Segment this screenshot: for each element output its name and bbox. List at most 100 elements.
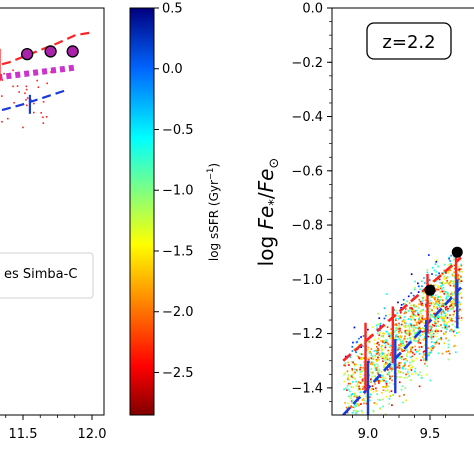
right-scatter-point (444, 291, 447, 293)
right-scatter-point (407, 368, 409, 371)
right-scatter-point (458, 304, 460, 306)
right-scatter-point (347, 361, 349, 364)
right-scatter-point (353, 392, 356, 395)
right-scatter-point (376, 398, 379, 401)
left-plot-area (0, 31, 93, 129)
right-scatter-point (404, 338, 406, 341)
right-scatter-point (354, 404, 356, 407)
right-scatter-point (416, 282, 419, 285)
right-scatter-point (376, 327, 378, 329)
right-scatter-point (445, 323, 448, 326)
right-scatter-point (409, 309, 411, 311)
right-scatter-point (345, 406, 348, 409)
right-scatter-point (442, 286, 445, 289)
right-scatter-point (399, 336, 402, 339)
right-scatter-point (409, 350, 412, 353)
right-scatter-point (445, 325, 448, 327)
right-scatter-point (420, 309, 423, 312)
right-scatter-point (398, 323, 401, 326)
right-scatter-point (383, 354, 386, 357)
right-scatter-point (402, 303, 405, 305)
right-scatter-point (388, 359, 391, 361)
right-scatter-point (406, 349, 408, 351)
right-scatter-point (371, 363, 374, 366)
right-scatter-point (416, 323, 418, 326)
right-scatter-point (424, 362, 426, 365)
right-scatter-point (399, 344, 401, 346)
right-scatter-point (381, 391, 383, 394)
right-scatter-point (436, 303, 439, 306)
right-scatter-point (385, 330, 388, 333)
right-scatter-point (437, 352, 440, 355)
right-scatter-point (417, 327, 420, 330)
right-scatter-point (349, 406, 352, 409)
right-scatter-point (442, 291, 445, 294)
right-scatter-point (412, 310, 415, 313)
right-scatter-point (401, 367, 404, 370)
right-scatter-point (395, 319, 397, 321)
right-scatter-point (403, 325, 406, 328)
right-scatter-point (367, 340, 370, 343)
right-scatter-point (445, 350, 448, 353)
right-scatter-point (409, 333, 412, 335)
right-scatter-point (378, 358, 380, 361)
right-scatter-point (449, 284, 452, 287)
right-scatter-point (446, 293, 449, 296)
right-scatter-point (410, 292, 413, 294)
right-scatter-point (437, 325, 440, 328)
right-scatter-point (413, 288, 416, 291)
right-scatter-point (430, 334, 433, 337)
right-scatter-point (409, 330, 412, 332)
right-scatter-point (452, 282, 455, 285)
right-scatter-point (448, 325, 450, 328)
right-scatter-point (419, 300, 422, 303)
right-scatter-point (409, 356, 412, 359)
right-scatter-point (369, 370, 371, 373)
right-scatter-point (369, 393, 372, 396)
right-scatter-point (405, 359, 407, 361)
left-scatter-point (37, 86, 40, 88)
right-scatter-point (429, 324, 431, 327)
right-scatter-point (377, 347, 379, 350)
right-scatter-point (398, 367, 401, 369)
right-scatter-point (360, 346, 362, 349)
right-scatter-point (452, 280, 454, 283)
right-scatter-point (370, 389, 372, 392)
annotation-text: z=2.2 (382, 32, 435, 53)
right-scatter-point (421, 302, 424, 305)
right-scatter-point (417, 330, 420, 332)
left-scatter-point (30, 99, 32, 101)
right-scatter-point (432, 335, 435, 338)
right-scatter-point (450, 317, 453, 320)
right-scatter-point (408, 331, 411, 333)
right-scatter-point (419, 310, 422, 313)
right-scatter-point (384, 344, 387, 347)
right-scatter-point (439, 338, 441, 340)
right-scatter-point (387, 371, 390, 374)
right-scatter-point (443, 263, 446, 266)
right-scatter-point (431, 266, 434, 269)
right-scatter-point (384, 413, 387, 415)
left-scatter-point (1, 79, 4, 81)
right-scatter-point (430, 283, 433, 286)
right-scatter-point (343, 364, 346, 367)
right-scatter-point (444, 333, 446, 335)
right-scatter-point (363, 399, 366, 402)
right-scatter-point (358, 395, 361, 397)
right-scatter-point (404, 362, 406, 365)
right-scatter-point (357, 356, 360, 358)
right-scatter-point (435, 301, 437, 303)
right-scatter-point (376, 367, 379, 370)
right-scatter-point (398, 395, 401, 398)
right-scatter-point (430, 336, 433, 339)
right-scatter-point (407, 310, 410, 312)
right-scatter-point (384, 325, 386, 328)
right-y-axis-label: log Fe*/Fe⊙ (254, 158, 282, 267)
right-scatter-point (449, 318, 451, 321)
right-scatter-point (460, 280, 463, 282)
right-scatter-point (443, 304, 446, 306)
right-scatter-point (374, 356, 377, 358)
right-scatter-point (398, 362, 401, 364)
right-scatter-point (406, 329, 408, 332)
right-scatter-point (439, 281, 441, 284)
